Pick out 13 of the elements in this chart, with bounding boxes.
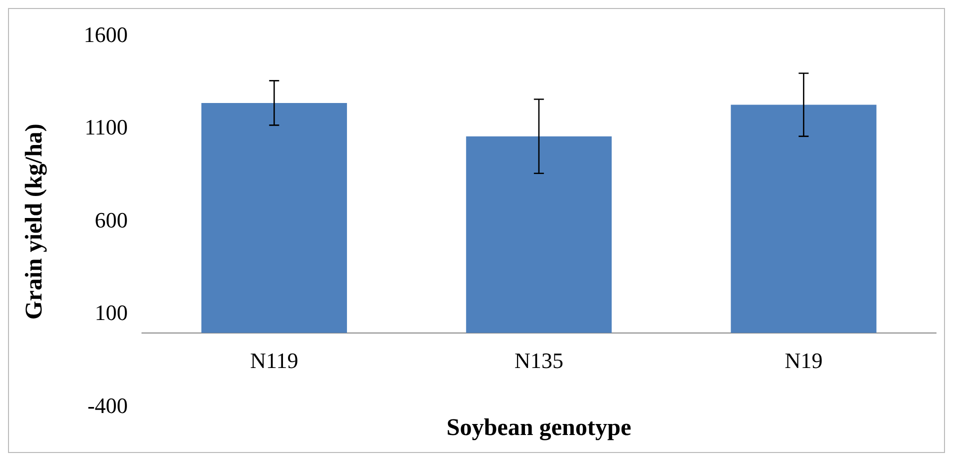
x-tick-label: N135 — [514, 348, 564, 373]
bar — [201, 102, 347, 333]
x-axis-title: Soybean genotype — [446, 415, 632, 442]
y-tick-label: -400 — [87, 392, 128, 418]
y-tick-label: 1600 — [84, 22, 128, 47]
y-tick-label: 1100 — [84, 114, 128, 140]
x-tick-label: N19 — [784, 348, 823, 373]
y-axis-title: Grain yield (kg/ha) — [22, 124, 48, 320]
y-tick-label: 100 — [94, 300, 128, 326]
bar — [466, 136, 612, 333]
y-tick-label: 600 — [94, 207, 128, 232]
bar — [730, 104, 876, 333]
x-tick-label: N119 — [250, 348, 298, 373]
